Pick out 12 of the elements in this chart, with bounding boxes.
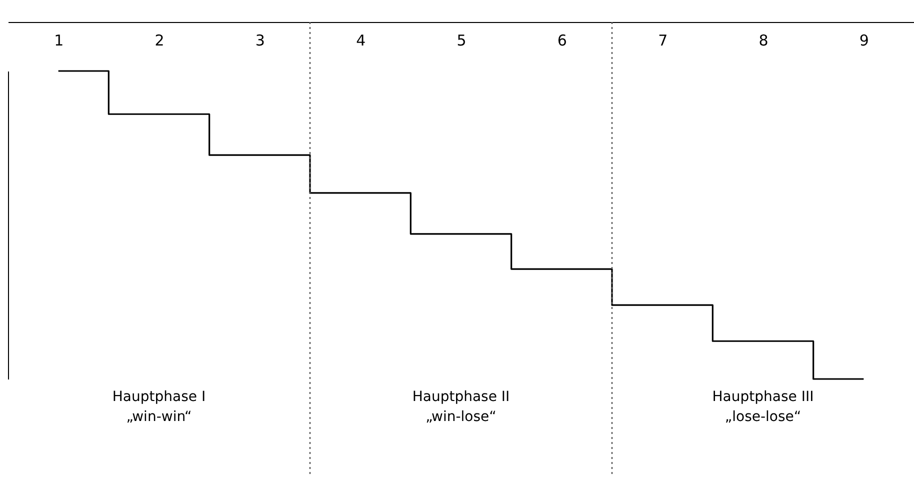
- x-tick-label: 6: [557, 32, 567, 50]
- x-tick-label: 5: [456, 32, 466, 50]
- x-tick-label: 4: [356, 32, 366, 50]
- text: Hauptphase II „win-lose“: [412, 389, 510, 425]
- x-tick-label: 8: [758, 32, 768, 50]
- x-tick-label: 3: [255, 32, 265, 50]
- x-tick-label: 2: [154, 32, 164, 50]
- x-tick-label: 1: [54, 32, 64, 50]
- text: Hauptphase I „win-win“: [112, 389, 206, 425]
- x-tick-label: 9: [859, 32, 869, 50]
- text: Hauptphase III „lose-lose“: [712, 389, 814, 425]
- x-tick-label: 7: [658, 32, 668, 50]
